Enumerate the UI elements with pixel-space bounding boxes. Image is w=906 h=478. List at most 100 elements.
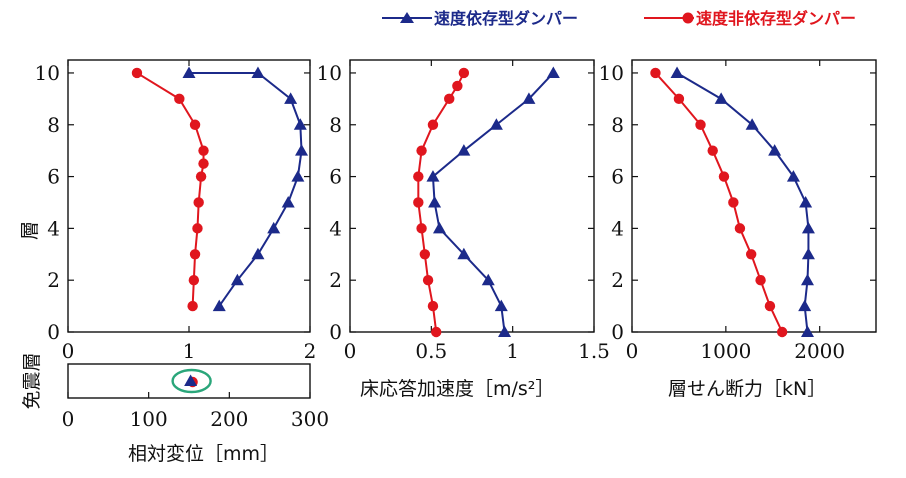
- y-tick-label: 10: [317, 61, 342, 85]
- data-point-circle: [413, 197, 424, 208]
- y-tick-label: 0: [47, 320, 60, 344]
- data-point-circle: [422, 274, 434, 286]
- y-tick-label: 0: [329, 320, 342, 344]
- x-tick-label: 100: [130, 407, 168, 431]
- data-point-circle: [673, 93, 685, 105]
- y-tick-label: 8: [329, 113, 342, 137]
- data-point-circle: [189, 119, 201, 130]
- data-point-triangle: [498, 325, 512, 337]
- data-point-triangle: [281, 195, 295, 208]
- data-point-circle: [458, 67, 470, 79]
- legend-item-rate-independent: 速度非依存型ダンパー: [644, 9, 856, 28]
- data-point-circle: [755, 274, 766, 286]
- y-axis-label: 層: [19, 221, 41, 240]
- data-point-circle: [427, 300, 439, 312]
- data-point-circle: [444, 93, 455, 105]
- data-point-circle: [192, 223, 203, 234]
- y-tick-label: 6: [611, 165, 624, 189]
- data-point-triangle: [182, 66, 196, 78]
- x-axis-label: 相対変位［mm］: [128, 443, 279, 465]
- data-point-triangle: [670, 66, 684, 78]
- y-tick-label: 0: [611, 320, 624, 344]
- data-point-circle: [695, 119, 706, 130]
- data-point-triangle: [489, 118, 503, 130]
- data-point-circle: [174, 93, 185, 105]
- data-point-triangle: [801, 247, 815, 260]
- data-point-triangle: [800, 325, 814, 337]
- panel-acceleration: 0 2 4 6 8 10 0 0.5 1 1.5 床応答加速度［m/s²］: [317, 59, 610, 400]
- data-point-circle: [193, 197, 204, 208]
- data-point-triangle: [714, 92, 728, 104]
- triangle-marker-icon: [400, 12, 414, 23]
- data-point-triangle: [786, 170, 800, 182]
- y-tick-label: 6: [329, 165, 342, 189]
- isolation-strip-frame: [67, 363, 311, 399]
- data-point-circle: [419, 249, 431, 260]
- y-ticks: 0 2 4 6 8 10: [599, 61, 876, 344]
- y-tick-label: 2: [611, 268, 624, 292]
- data-point-triangle: [428, 195, 442, 208]
- data-point-circle: [195, 171, 207, 182]
- series-group: [171, 368, 212, 394]
- data-point-circle: [416, 145, 427, 156]
- data-point-triangle: [295, 144, 309, 156]
- x-tick-label: 200: [210, 407, 248, 431]
- data-point-triangle: [184, 374, 198, 386]
- x-tick-label: 1: [183, 339, 196, 363]
- data-point-circle: [745, 249, 757, 260]
- data-point-circle: [728, 197, 739, 208]
- data-point-triangle: [457, 247, 471, 260]
- y-ticks: 0 2 4 6 8 10: [35, 61, 310, 344]
- data-point-triangle: [522, 92, 536, 104]
- data-point-circle: [131, 67, 143, 79]
- x-axis-label: 床応答加速度［m/s²］: [360, 378, 554, 400]
- x-tick-label: 0: [62, 339, 75, 363]
- data-point-triangle: [801, 221, 815, 234]
- series-line-rate-independent: [417, 72, 465, 333]
- y-tick-label: 10: [599, 61, 624, 85]
- isolation-layer-label: 免震層: [21, 352, 43, 409]
- data-point-circle: [427, 119, 439, 130]
- series-group: [131, 66, 309, 312]
- plot-frame: [349, 59, 595, 333]
- y-tick-label: 10: [35, 61, 60, 85]
- y-tick-label: 6: [47, 165, 60, 189]
- panel-isolation-layer: 0 100 200 300 免震層 相対変位［mm］: [21, 352, 329, 465]
- data-point-triangle: [251, 247, 265, 260]
- x-tick-label: 1000: [700, 339, 751, 363]
- x-ticks: 0 100 200 300: [62, 392, 329, 431]
- plot-frame: [631, 59, 877, 333]
- x-tick-label: 1.5: [578, 339, 610, 363]
- x-tick-label: 2000: [794, 339, 845, 363]
- plot-frame: [67, 59, 311, 333]
- data-point-circle: [187, 300, 198, 312]
- data-point-circle: [764, 300, 776, 312]
- data-point-triangle: [284, 92, 298, 104]
- data-point-circle: [413, 171, 424, 182]
- data-point-triangle: [457, 144, 471, 156]
- x-tick-label: 0: [344, 339, 357, 363]
- y-tick-label: 4: [47, 216, 60, 240]
- data-point-triangle: [798, 299, 812, 312]
- data-point-triangle: [291, 170, 305, 182]
- data-point-circle: [189, 249, 201, 260]
- series-line-rate-dependent: [189, 71, 303, 307]
- data-point-circle: [198, 145, 209, 156]
- data-point-circle: [416, 223, 427, 234]
- legend-label-rate-dependent: 速度依存型ダンパー: [434, 9, 578, 28]
- data-point-circle: [452, 80, 463, 92]
- data-point-triangle: [267, 221, 281, 234]
- series-group: [650, 66, 815, 338]
- data-point-triangle: [546, 66, 560, 78]
- x-tick-label: 0.5: [415, 339, 447, 363]
- data-point-triangle: [212, 299, 226, 312]
- data-point-triangle: [432, 221, 446, 234]
- series-line-rate-dependent: [431, 72, 555, 333]
- x-tick-label: 2: [304, 339, 317, 363]
- data-point-circle: [707, 145, 718, 156]
- x-tick-label: 1: [506, 339, 519, 363]
- x-ticks: 0 0.5 1 1.5: [344, 60, 610, 363]
- data-point-triangle: [481, 273, 495, 286]
- data-point-circle: [734, 223, 746, 234]
